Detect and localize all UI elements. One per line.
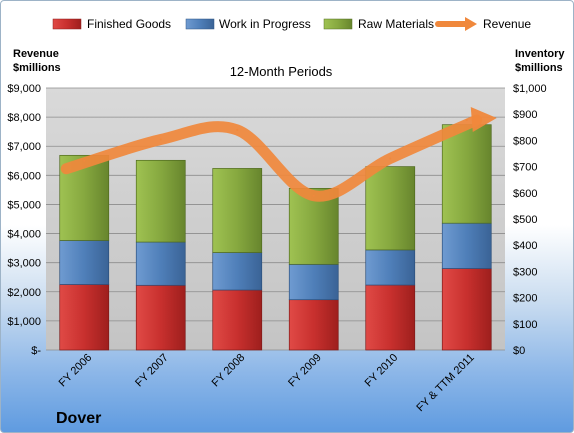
legend-swatch-work-in-progress <box>185 18 215 30</box>
right-tick-label: $200 <box>513 293 537 305</box>
left-tick-label: $6,000 <box>7 170 41 182</box>
x-tick-label: FY 2009 <box>286 352 324 390</box>
right-tick-label: $500 <box>513 214 537 226</box>
bar-work-in-progress <box>59 240 110 285</box>
legend-arrow-revenue <box>465 17 477 31</box>
left-tick-label: $9,000 <box>7 83 41 95</box>
revenue-point <box>159 138 162 141</box>
revenue-point <box>83 159 86 162</box>
chart-subtitle: 12-Month Periods <box>230 64 333 79</box>
company-name: Dover <box>56 410 101 427</box>
right-tick-label: $700 <box>513 162 537 174</box>
bar-raw-materials <box>441 124 492 224</box>
left-tick-label: $8,000 <box>7 112 41 124</box>
bar-finished-goods <box>212 289 263 351</box>
bar-work-in-progress <box>365 249 416 286</box>
legend: Finished Goods Work in Progress Raw Mate… <box>52 17 531 31</box>
right-tick-label: $400 <box>513 240 537 252</box>
right-tick-label: $1,000 <box>513 83 547 95</box>
legend-swatch-finished-goods <box>52 18 82 30</box>
right-tick-label: $100 <box>513 319 537 331</box>
bars <box>59 124 492 351</box>
x-tick-label: FY & TTM 2011 <box>414 352 477 415</box>
right-axis-title-line2: $millions <box>515 62 563 74</box>
right-tick-label: $800 <box>513 135 537 147</box>
bar-raw-materials <box>212 168 263 253</box>
revenue-point <box>465 119 468 122</box>
left-tick-label: $7,000 <box>7 141 41 153</box>
revenue-point <box>389 157 392 160</box>
left-axis-ticks: $- $1,000 $2,000 $3,000 $4,000 $5,000 $6,000 $7… <box>7 83 41 357</box>
left-axis-title-line1: Revenue <box>13 48 59 60</box>
left-tick-label: $4,000 <box>7 229 41 241</box>
gridlines <box>46 87 505 351</box>
revenue-point <box>312 194 315 197</box>
revenue-arrowhead <box>470 107 497 133</box>
left-tick-label: $5,000 <box>7 199 41 211</box>
right-axis-title-line1: Inventory <box>515 48 565 60</box>
legend-label-raw-materials: Raw Materials <box>358 17 434 31</box>
bar-raw-materials <box>135 159 186 243</box>
bar-work-in-progress <box>212 252 263 291</box>
left-tick-label: $2,000 <box>7 287 41 299</box>
bar-finished-goods <box>135 284 186 351</box>
revenue-line <box>60 114 483 202</box>
left-axis-title-line2: $millions <box>13 62 61 74</box>
legend-label-work-in-progress: Work in Progress <box>219 17 311 31</box>
revenue-point <box>236 128 239 131</box>
x-tick-label: FY 2010 <box>363 352 401 390</box>
left-tick-label: $3,000 <box>7 258 41 270</box>
right-tick-label: $900 <box>513 109 537 121</box>
x-tick-label: FY 2006 <box>57 352 95 390</box>
plot-area <box>46 88 505 350</box>
right-tick-label: $0 <box>513 345 525 357</box>
right-tick-label: $600 <box>513 188 537 200</box>
left-tick-label: $- <box>31 345 41 357</box>
bar-finished-goods <box>288 299 339 351</box>
x-axis-ticks: FY 2006 FY 2007 FY 2008 FY 2009 FY 2010 FY & … <box>57 352 477 415</box>
legend-swatch-raw-materials <box>323 18 353 30</box>
bar-work-in-progress <box>441 222 492 269</box>
bar-finished-goods <box>365 284 416 351</box>
legend-label-revenue: Revenue <box>483 17 531 31</box>
bar-work-in-progress <box>135 241 186 286</box>
revenue-line-group <box>60 107 497 202</box>
bar-finished-goods <box>441 268 492 351</box>
left-tick-label: $1,000 <box>7 316 41 328</box>
bar-raw-materials <box>365 166 416 251</box>
right-tick-label: $300 <box>513 266 537 278</box>
legend-label-finished-goods: Finished Goods <box>87 17 171 31</box>
right-axis-ticks: $0 $100 $200 $300 $400 $500 $600 $700 $800 $900 $1… <box>513 83 547 357</box>
bar-work-in-progress <box>288 263 339 301</box>
bar-finished-goods <box>59 284 110 351</box>
x-tick-label: FY 2007 <box>133 352 171 390</box>
x-tick-label: FY 2008 <box>210 352 248 390</box>
